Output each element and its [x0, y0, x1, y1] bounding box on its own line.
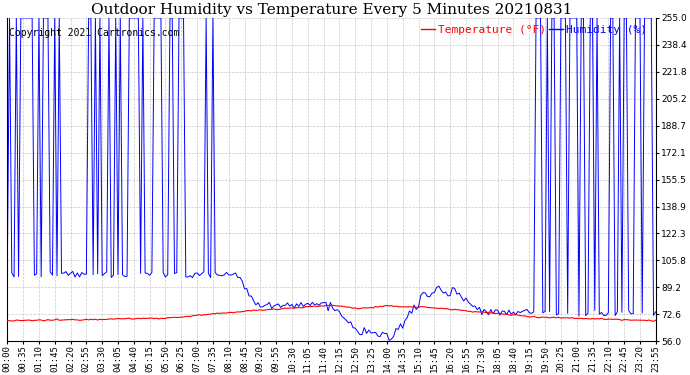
Text: Copyright 2021 Cartronics.com: Copyright 2021 Cartronics.com	[8, 28, 179, 38]
Legend: Temperature (°F), Humidity (%): Temperature (°F), Humidity (%)	[422, 25, 647, 35]
Title: Outdoor Humidity vs Temperature Every 5 Minutes 20210831: Outdoor Humidity vs Temperature Every 5 …	[91, 3, 572, 17]
